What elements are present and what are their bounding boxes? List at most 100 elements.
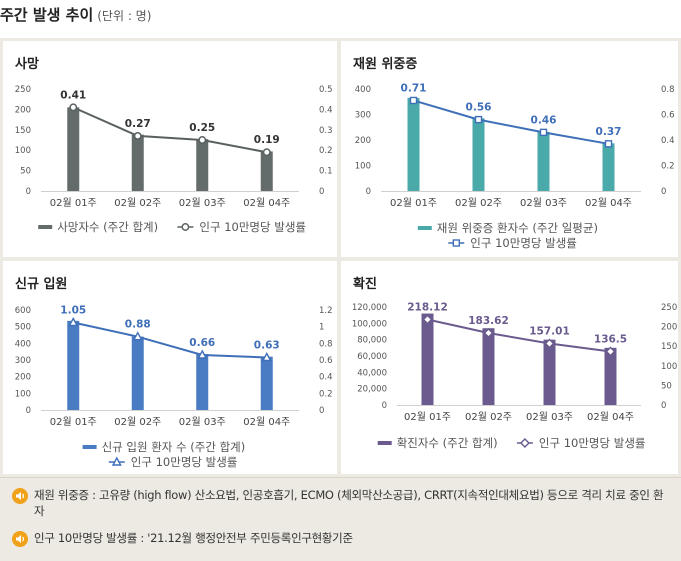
data-label: 0.71 — [401, 82, 427, 94]
data-label: 1.05 — [60, 305, 86, 317]
rate-point — [422, 314, 433, 325]
rate-point — [544, 338, 555, 349]
rate-point — [111, 456, 122, 466]
legend-bar-swatch — [377, 441, 392, 445]
x-tick-label: 02월 03주 — [179, 416, 226, 428]
rate-point — [519, 438, 530, 448]
y-right-tick-label: 200 — [661, 323, 677, 333]
rate-line — [72, 106, 267, 154]
chart-svg-death: 0 50 100 150 200 250 0 0.1 0.2 0.3 0.4 0.5 02월 01주 02… — [15, 85, 333, 234]
legend: 신규 입원 환자 수 (주간 합계)인구 10만명당 발생률 — [82, 440, 246, 469]
y-right-tick-label: 0.3 — [319, 126, 333, 136]
bar — [196, 354, 209, 410]
bar — [260, 356, 273, 410]
y-left-tick-label: 0 — [26, 406, 31, 416]
y-left-tick-label: 300 — [355, 111, 371, 121]
legend-bar-label: 확진자수 (주간 합계) — [397, 436, 498, 450]
y-left-tick-label: 60,000 — [357, 352, 387, 362]
rate-point — [474, 115, 483, 124]
chart-panel-hosp: 신규 입원 0 100 200 300 400 500 600 0 0.2 0.4 0.6 0.8 1 1… — [3, 261, 337, 474]
x-tick-label: 02월 01주 — [404, 411, 451, 423]
rate-point — [483, 328, 494, 339]
data-label: 0.27 — [125, 118, 151, 130]
data-label: 218.12 — [407, 301, 448, 313]
note-text: 인구 10만명당 발생률 : '21.12월 행정안전부 주민등록인구현황기준 — [34, 531, 353, 545]
y-left-tick-label: 200 — [15, 373, 31, 383]
y-right-tick-label: 0.1 — [319, 167, 333, 177]
rate-point — [539, 128, 548, 137]
y-right-tick-label: 0.4 — [661, 136, 675, 146]
y-right-tick-label: 1.2 — [319, 306, 333, 316]
x-tick-label: 02월 02주 — [465, 411, 512, 423]
chart-title: 신규 입원 — [15, 277, 68, 292]
y-left-tick-label: 300 — [15, 356, 31, 366]
chart-svg-hosp: 0 100 200 300 400 500 600 0 0.2 0.4 0.6 0.8 1 1.2 02월 … — [15, 305, 333, 470]
y-right-tick-label: 1 — [319, 323, 324, 333]
rate-point — [409, 96, 418, 105]
y-right-tick-label: 0.2 — [319, 146, 333, 156]
data-label: 0.19 — [254, 134, 280, 146]
rate-point — [69, 103, 78, 112]
y-left-tick-label: 250 — [15, 85, 31, 95]
speaker-icon — [12, 488, 28, 504]
y-right-tick-label: 0.6 — [319, 356, 333, 366]
chart-grid: 사망 0 50 100 150 200 250 0 0.1 0.2 0.3 0.4 0.5 02월 01… — [0, 38, 681, 477]
legend-line-label: 인구 10만명당 발생률 — [199, 220, 306, 234]
y-left-tick-label: 100 — [15, 146, 31, 156]
chart-title: 사망 — [15, 57, 39, 72]
x-tick-label: 02월 03주 — [179, 197, 226, 209]
note-icu-definition: 재원 위중증 : 고유량 (high flow) 산소요법, 인공호흡기, EC… — [12, 487, 672, 519]
bar — [543, 339, 556, 405]
unit-label: (단위 : 명) — [97, 9, 152, 23]
rate-point — [604, 140, 613, 148]
x-tick-label: 02월 01주 — [390, 197, 437, 209]
legend: 확진자수 (주간 합계) 인구 10만명당 발생률 — [377, 436, 645, 450]
bar — [537, 131, 550, 191]
y-left-tick-label: 400 — [355, 85, 371, 95]
legend-bar-label: 신규 입원 환자 수 (주간 합계) — [102, 440, 246, 454]
bar — [407, 97, 420, 191]
y-left-tick-label: 80,000 — [357, 336, 387, 346]
y-left-tick-label: 50 — [20, 167, 31, 177]
y-right-tick-label: 0.2 — [319, 389, 333, 399]
note-rate-basis: 인구 10만명당 발생률 : '21.12월 행정안전부 주민등록인구현황기준 — [12, 530, 672, 547]
x-tick-label: 02월 01주 — [50, 416, 97, 428]
bar — [421, 313, 434, 405]
x-tick-label: 02월 02주 — [455, 197, 502, 209]
y-left-tick-label: 0 — [366, 187, 371, 197]
legend: 재원 위중증 환자수 (주간 일평균)인구 10만명당 발생률 — [417, 221, 598, 250]
legend-bar-swatch — [82, 445, 97, 449]
y-right-tick-label: 0 — [319, 187, 324, 197]
chart-panel-death: 사망 0 50 100 150 200 250 0 0.1 0.2 0.3 0.4 0.5 02월 01… — [3, 41, 337, 257]
y-right-tick-label: 0 — [661, 187, 666, 197]
x-tick-label: 02월 04주 — [587, 411, 634, 423]
bar — [131, 336, 144, 410]
y-right-tick-label: 0.5 — [319, 85, 333, 95]
rate-point — [197, 349, 208, 359]
y-left-tick-label: 600 — [15, 306, 31, 316]
y-right-tick-label: 0.4 — [319, 105, 333, 115]
bar — [472, 118, 485, 191]
chart-panel-icu: 재원 위중증 0 100 200 300 400 0 0.2 0.4 0.6 0.8 02월 01주… — [341, 41, 678, 257]
rate-point — [132, 331, 143, 341]
notes-footer: 재원 위중증 : 고유량 (high flow) 산소요법, 인공호흡기, EC… — [0, 477, 681, 561]
y-left-tick-label: 200 — [355, 136, 371, 146]
data-label: 0.37 — [596, 126, 622, 138]
y-left-tick-label: 0 — [26, 187, 31, 197]
legend-bar-swatch — [417, 226, 432, 230]
y-left-tick-label: 100 — [15, 389, 31, 399]
y-left-tick-label: 200 — [15, 105, 31, 115]
x-tick-label: 02월 04주 — [243, 197, 290, 209]
y-left-tick-label: 100 — [355, 162, 371, 172]
bar — [602, 143, 615, 191]
data-label: 0.41 — [60, 89, 86, 101]
chart-svg-conf: 0 20,000 40,000 60,000 80,000 100,000 120,000 0… — [352, 301, 677, 450]
rate-point — [68, 317, 79, 327]
y-right-tick-label: 100 — [661, 362, 677, 372]
bar — [67, 320, 80, 410]
y-left-tick-label: 120,000 — [352, 303, 387, 313]
y-left-tick-label: 100,000 — [352, 319, 387, 329]
bar — [131, 134, 144, 191]
page-title: 주간 발생 추이 — [0, 6, 94, 24]
page-header: 주간 발생 추이 (단위 : 명) — [0, 4, 151, 28]
